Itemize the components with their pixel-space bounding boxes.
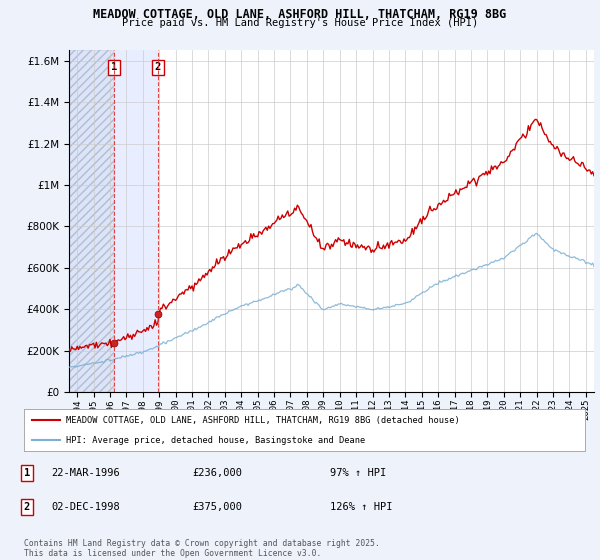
Text: 1: 1 — [24, 468, 30, 478]
Text: 97% ↑ HPI: 97% ↑ HPI — [330, 468, 386, 478]
Text: 22-MAR-1996: 22-MAR-1996 — [51, 468, 120, 478]
Text: £236,000: £236,000 — [192, 468, 242, 478]
Text: MEADOW COTTAGE, OLD LANE, ASHFORD HILL, THATCHAM, RG19 8BG: MEADOW COTTAGE, OLD LANE, ASHFORD HILL, … — [94, 8, 506, 21]
Text: £375,000: £375,000 — [192, 502, 242, 512]
Bar — [69, 50, 114, 392]
Text: 02-DEC-1998: 02-DEC-1998 — [51, 502, 120, 512]
Text: Price paid vs. HM Land Registry's House Price Index (HPI): Price paid vs. HM Land Registry's House … — [122, 18, 478, 29]
Text: MEADOW COTTAGE, OLD LANE, ASHFORD HILL, THATCHAM, RG19 8BG (detached house): MEADOW COTTAGE, OLD LANE, ASHFORD HILL, … — [66, 416, 460, 424]
Text: Contains HM Land Registry data © Crown copyright and database right 2025.
This d: Contains HM Land Registry data © Crown c… — [24, 539, 380, 558]
Bar — [114, 50, 158, 392]
Text: HPI: Average price, detached house, Basingstoke and Deane: HPI: Average price, detached house, Basi… — [66, 436, 365, 445]
Text: 1: 1 — [110, 62, 117, 72]
Text: 126% ↑ HPI: 126% ↑ HPI — [330, 502, 392, 512]
Text: 2: 2 — [155, 62, 161, 72]
Text: 2: 2 — [24, 502, 30, 512]
